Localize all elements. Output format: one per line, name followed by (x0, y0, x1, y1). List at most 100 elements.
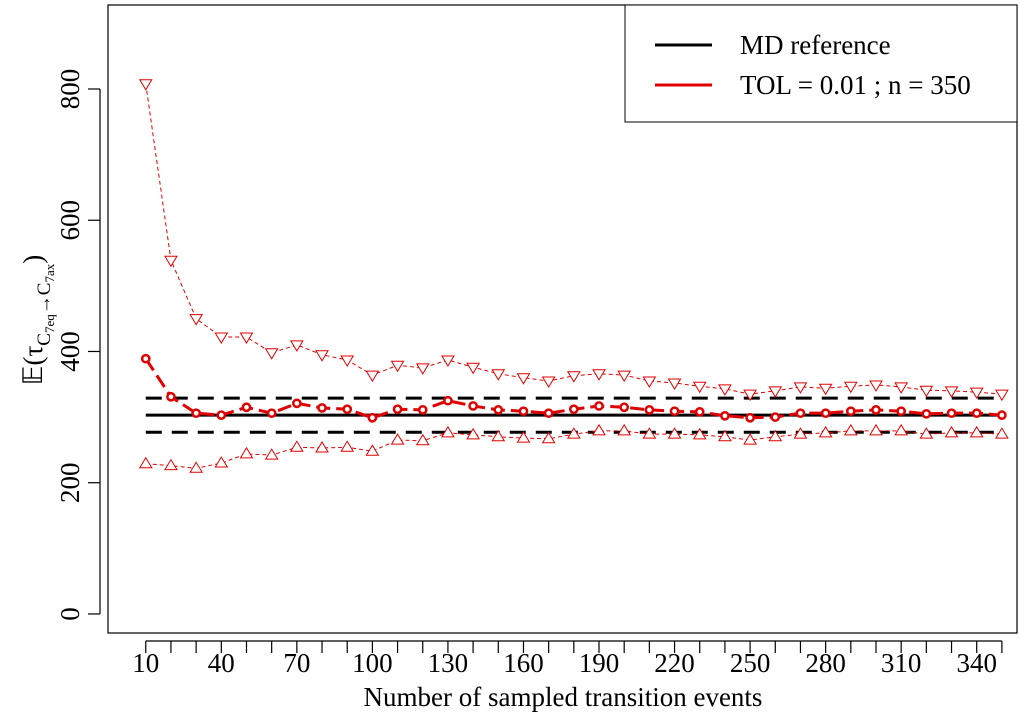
lower-marker (592, 423, 606, 436)
lower-marker (315, 440, 329, 453)
y-tick-label: 0 (55, 607, 85, 621)
mean-marker (669, 406, 680, 417)
upper-marker (718, 384, 732, 396)
lower-marker (466, 427, 480, 440)
lower-marker (995, 427, 1009, 439)
upper-marker (818, 383, 833, 396)
mean-marker (342, 404, 353, 415)
mean-marker (166, 391, 176, 402)
upper-marker (541, 376, 556, 388)
mean-marker (216, 410, 227, 420)
upper-marker (264, 348, 279, 360)
lower-marker (491, 429, 506, 442)
lower-marker (944, 425, 959, 438)
upper-marker (239, 332, 254, 345)
lower-marker (566, 427, 581, 439)
lower-marker (164, 458, 178, 471)
y-label-close: ) (18, 255, 48, 264)
lower-marker (718, 429, 732, 442)
x-tick-label: 100 (352, 648, 393, 678)
x-axis-label: Number of sampled transition events (364, 682, 763, 712)
upper-marker (365, 370, 380, 383)
mean-marker (367, 412, 378, 423)
upper-marker (592, 369, 606, 381)
lower-marker (843, 423, 858, 436)
upper-marker (491, 369, 506, 381)
x-tick-label: 70 (283, 648, 310, 678)
upper-marker (969, 387, 984, 400)
mean-marker (568, 404, 579, 415)
upper-marker (164, 255, 178, 268)
x-tick-label: 10 (132, 648, 159, 678)
mean-marker (921, 408, 932, 419)
x-tick-label: 130 (428, 648, 469, 678)
lower-marker (919, 427, 934, 439)
mean-marker (694, 407, 705, 417)
lower-marker (365, 444, 380, 456)
lower-marker (818, 425, 833, 438)
upper-marker (642, 376, 657, 388)
mean-marker (946, 408, 957, 419)
mean-marker (820, 408, 831, 419)
mean-marker (745, 412, 755, 423)
y-tick-label: 600 (55, 200, 85, 241)
x-tick-label: 310 (881, 648, 922, 678)
mean-marker (594, 401, 604, 411)
upper-marker (995, 389, 1009, 402)
upper-marker (415, 363, 430, 375)
x-tick-label: 190 (579, 648, 620, 678)
legend-label: MD reference (740, 30, 891, 60)
lower-marker (239, 446, 254, 459)
y-label-sub: 7eq (42, 314, 57, 333)
lower-marker (340, 440, 355, 452)
lower-marker (692, 427, 707, 440)
mean-marker (896, 406, 907, 417)
upper-marker (516, 373, 531, 385)
y-label-sub: 7ax (42, 263, 57, 282)
x-tick-label: 220 (654, 648, 695, 678)
x-tick-label: 160 (503, 648, 544, 678)
upper-marker (138, 79, 153, 91)
upper-marker (894, 382, 909, 394)
lower-marker (743, 433, 757, 445)
upper-marker (214, 332, 229, 345)
upper-marker (390, 360, 405, 373)
upper-marker (466, 362, 480, 375)
mean-marker (292, 398, 302, 409)
lower-marker (390, 433, 405, 445)
upper-marker (617, 370, 632, 383)
lower-marker (189, 461, 204, 473)
lower-marker (894, 423, 909, 436)
mean-marker (795, 408, 806, 419)
mean-marker (644, 405, 655, 415)
upper-marker (340, 355, 355, 367)
mean-marker (392, 404, 403, 415)
upper-marker (843, 381, 858, 394)
mean-marker (871, 405, 881, 415)
lower-marker (667, 427, 682, 439)
lower-marker (541, 431, 556, 444)
lower-marker (793, 427, 808, 439)
legend-label: TOL = 0.01 ; n = 350 (740, 70, 971, 100)
mean-marker (845, 406, 856, 417)
mean-marker (518, 406, 529, 417)
y-tick-label: 200 (55, 462, 85, 503)
lower-marker (768, 429, 783, 442)
mean-marker (770, 412, 781, 422)
lower-marker (214, 456, 229, 468)
mean-marker (317, 403, 327, 413)
mean-marker (417, 405, 428, 415)
y-tick-label: 400 (55, 331, 85, 372)
upper-line (145, 83, 1002, 395)
upper-marker (919, 385, 934, 398)
y-tick-label: 800 (55, 69, 85, 110)
mean-marker (543, 408, 554, 419)
x-tick-label: 280 (805, 648, 846, 678)
legend-frame (624, 4, 1018, 123)
lower-marker (642, 427, 657, 439)
lower-marker (138, 456, 153, 469)
mean-marker (493, 405, 504, 415)
upper-marker (944, 386, 959, 398)
lower-marker (516, 431, 531, 443)
upper-marker (315, 350, 329, 362)
